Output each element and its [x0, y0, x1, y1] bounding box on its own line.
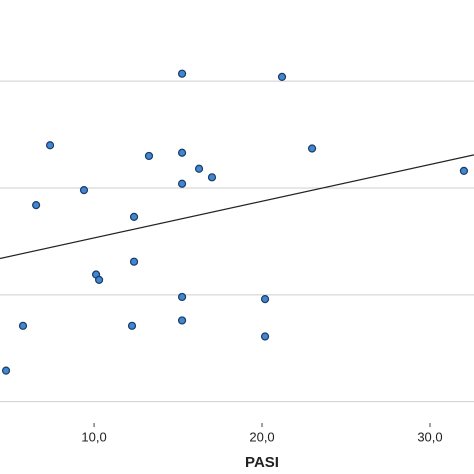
point [144, 151, 154, 161]
point [260, 332, 270, 341]
point [129, 212, 139, 221]
x-axis-label: PASI [245, 454, 279, 471]
point [79, 186, 89, 195]
point [18, 321, 28, 330]
point [94, 275, 104, 284]
x-tick-label: 30,0 [417, 429, 442, 444]
point [177, 292, 187, 302]
point [207, 173, 217, 182]
x-tick-label: 20,0 [249, 429, 274, 444]
point [459, 166, 469, 176]
point [307, 144, 317, 153]
point [45, 141, 55, 150]
point [129, 257, 139, 266]
point [177, 179, 187, 188]
point [277, 72, 287, 82]
trend-line [0, 154, 474, 260]
point [194, 164, 204, 173]
x-tick-label: 10,0 [81, 429, 106, 444]
point [32, 200, 41, 210]
point [177, 316, 187, 325]
point [1, 366, 11, 375]
point [260, 294, 270, 304]
point [127, 321, 137, 330]
point [177, 148, 187, 157]
point [177, 69, 187, 78]
